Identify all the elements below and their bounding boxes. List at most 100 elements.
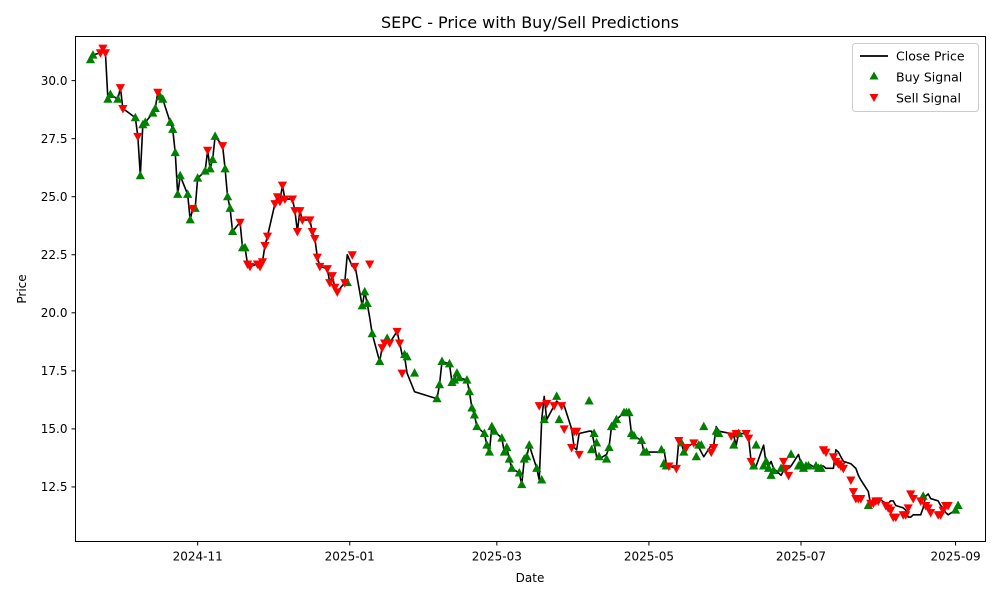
buy-signal-marker bbox=[482, 440, 492, 449]
sell-signal-marker bbox=[664, 462, 674, 472]
sell-signal-marker bbox=[330, 283, 340, 293]
buy-signal-marker bbox=[507, 463, 517, 472]
sell-signal-marker bbox=[549, 402, 559, 411]
buy-signal-marker bbox=[624, 407, 634, 417]
buy-signal-marker bbox=[409, 368, 420, 377]
buy-signal-marker bbox=[168, 124, 178, 133]
sell-signal-marker bbox=[297, 216, 307, 225]
legend-buy-swatch bbox=[869, 71, 879, 80]
sell-signal-marker bbox=[295, 207, 305, 216]
buy-signal-marker bbox=[591, 437, 602, 447]
buy-signal-marker bbox=[679, 447, 689, 456]
sell-signal-marker bbox=[838, 464, 848, 474]
sell-signal-marker bbox=[292, 228, 302, 237]
sell-signal-marker bbox=[671, 464, 681, 474]
buy-signal-marker bbox=[554, 414, 564, 424]
sell-signal-marker bbox=[325, 279, 335, 288]
sell-signal-marker bbox=[926, 508, 936, 518]
x-axis: 2024-11 2025-01 2025-03 2025-05 2025-07 2025-… bbox=[173, 541, 981, 564]
buy-signal-marker bbox=[656, 444, 666, 454]
legend-sell-swatch bbox=[869, 94, 879, 102]
sell-signal-marker bbox=[741, 430, 751, 439]
y-axis: 12.5 15.0 17.5 20.0 22.5 25.0 27.5 30.0 bbox=[41, 74, 76, 494]
buy-signal-marker bbox=[193, 173, 203, 182]
buy-signal-marker bbox=[696, 440, 706, 449]
sell-signal-marker bbox=[891, 513, 901, 523]
sell-signal-marker bbox=[327, 272, 337, 281]
sell-signal-marker bbox=[744, 434, 754, 444]
buy-signal-marker bbox=[751, 440, 761, 449]
buy-signal-marker bbox=[691, 451, 701, 461]
buy-signal-marker bbox=[768, 465, 779, 475]
sell-signal-marker bbox=[559, 425, 569, 434]
buy-signal-marker bbox=[484, 447, 494, 456]
sell-signal-marker bbox=[534, 402, 544, 411]
buy-signal-marker bbox=[150, 103, 160, 112]
buy-signal-marker bbox=[552, 391, 562, 400]
sell-signal-marker bbox=[726, 432, 736, 441]
sell-signal-marker bbox=[100, 49, 111, 58]
sell-signal-marker bbox=[783, 471, 794, 481]
y-tick-label: 17.5 bbox=[41, 364, 68, 378]
sell-signal-marker bbox=[287, 195, 298, 205]
sell-signal-marker bbox=[275, 197, 285, 207]
buy-signal-marker bbox=[601, 454, 612, 463]
buy-signal-marker bbox=[183, 189, 193, 198]
buy-signal-marker bbox=[766, 470, 776, 479]
buy-signal-marker bbox=[629, 430, 639, 440]
sell-signal-marker bbox=[397, 369, 407, 379]
plot-area: 2024-11 2025-01 2025-03 2025-05 2025-07 2025-… bbox=[41, 36, 986, 564]
buy-signal-marker bbox=[227, 226, 238, 236]
sell-signal-marker bbox=[906, 490, 916, 499]
sell-signal-marker bbox=[916, 497, 926, 506]
buy-signal-marker bbox=[222, 191, 233, 201]
sell-signal-marker bbox=[98, 44, 108, 54]
buy-signal-marker bbox=[749, 461, 759, 470]
buy-signal-marker bbox=[776, 463, 786, 472]
buy-signal-marker bbox=[464, 386, 475, 396]
buy-signal-marker bbox=[699, 421, 709, 431]
sell-signal-marker bbox=[235, 218, 245, 228]
sell-signal-marker bbox=[307, 228, 317, 237]
x-tick-label: 2025-05 bbox=[624, 550, 674, 564]
buy-signal-marker bbox=[594, 451, 604, 461]
sell-signal-marker bbox=[260, 241, 270, 251]
buy-signal-marker bbox=[88, 50, 98, 59]
buy-signal-marker bbox=[454, 372, 465, 382]
buy-signal-marker bbox=[148, 108, 158, 117]
sell-signal-marker bbox=[901, 511, 911, 520]
x-tick-label: 2025-03 bbox=[472, 550, 522, 564]
sell-signal-marker bbox=[542, 399, 552, 409]
sell-signal-marker bbox=[943, 502, 953, 511]
sell-signal-marker bbox=[340, 279, 350, 288]
buy-signal-marker bbox=[240, 242, 250, 252]
sell-signal-marker bbox=[277, 181, 288, 191]
buy-signal-marker bbox=[586, 444, 597, 454]
x-tick-label: 2024-11 bbox=[173, 550, 223, 564]
buy-signal-marker bbox=[497, 433, 507, 442]
sell-signal-marker bbox=[262, 232, 273, 242]
buy-signal-marker bbox=[537, 474, 547, 484]
sell-signal-marker bbox=[821, 448, 831, 458]
sell-signal-marker bbox=[347, 251, 357, 260]
buy-signal-marker bbox=[462, 375, 472, 384]
buy-signal-marker bbox=[467, 402, 477, 412]
x-tick-label: 2025-07 bbox=[776, 550, 826, 564]
buy-signal-marker bbox=[165, 117, 175, 126]
plot-background bbox=[75, 36, 986, 542]
buy-signal-marker bbox=[604, 442, 614, 451]
sell-signal-marker bbox=[848, 488, 858, 497]
sell-signal-marker bbox=[350, 262, 360, 272]
buy-signal-marker bbox=[522, 451, 532, 461]
series-layer bbox=[85, 44, 963, 523]
buy-signal-marker bbox=[539, 414, 549, 424]
buy-signal-marker bbox=[225, 203, 235, 212]
buy-signal-marker bbox=[210, 131, 220, 140]
sell-signal-marker bbox=[567, 443, 577, 453]
y-tick-label: 22.5 bbox=[41, 248, 68, 262]
sell-signal-marker bbox=[365, 260, 375, 270]
buy-signal-marker bbox=[449, 375, 460, 384]
buy-signal-marker bbox=[437, 356, 447, 366]
buy-signal-marker bbox=[220, 163, 230, 173]
buy-signal-marker bbox=[135, 170, 145, 180]
